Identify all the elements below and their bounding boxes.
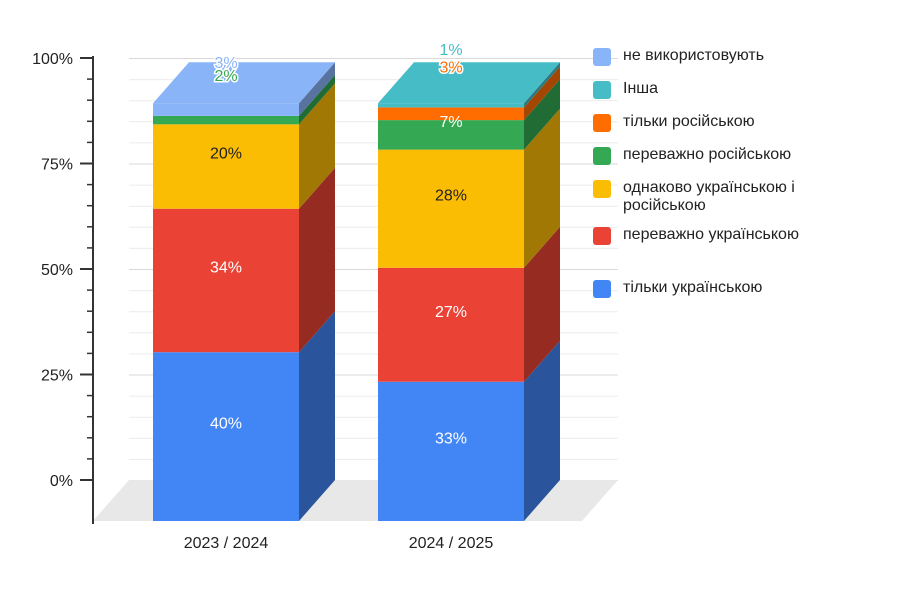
legend-item: Інша (593, 80, 658, 99)
bar-segment-side (299, 74, 335, 125)
legend-label: не використовують (623, 47, 765, 64)
data-label: 7% (439, 114, 462, 131)
legend-swatch (593, 48, 611, 66)
data-label: 34% (210, 259, 242, 276)
legend-item: переважно російською (593, 146, 791, 165)
legend-label: переважно російською (623, 146, 792, 163)
bar-stack (378, 62, 560, 521)
legend-label: однаково українською і російською (623, 179, 795, 214)
legend-swatch (593, 81, 611, 99)
bar-segment (153, 103, 299, 116)
data-label: 40% (210, 416, 242, 433)
legend-label: переважно українською (623, 226, 799, 243)
data-label: 20% (210, 146, 242, 163)
legend-label: Інша (623, 80, 659, 97)
y-tick-label: 0% (50, 473, 73, 490)
bar-segment-side (524, 79, 560, 150)
legend-swatch (593, 227, 611, 245)
bar-top (378, 62, 560, 104)
bar-segment-side (524, 108, 560, 268)
y-tick-label: 25% (41, 368, 73, 385)
bar-segment (153, 208, 299, 353)
bar-segment (153, 124, 299, 209)
bar-segment-side (299, 62, 335, 116)
bar-segment-side (299, 311, 335, 521)
bar-segment (153, 352, 299, 521)
bar-segment-side (524, 226, 560, 382)
data-label: 27% (435, 304, 467, 321)
y-tick-label: 100% (32, 51, 73, 68)
y-axis: 0% 25% 50% 75% 100% (32, 51, 94, 524)
bar-segment (378, 267, 524, 382)
bars (153, 62, 560, 521)
bar-segment-side (524, 66, 560, 121)
bar-stack (153, 62, 335, 521)
y-tick-label: 75% (41, 157, 73, 174)
data-label: 3% (439, 59, 462, 76)
data-label: 28% (435, 188, 467, 205)
legend-swatch (593, 114, 611, 132)
legend-item: не використовують (593, 47, 764, 66)
bar-segment (378, 381, 524, 521)
bar-segment (378, 107, 524, 121)
bar-segment-side (299, 167, 335, 353)
legend-item: переважно українською (593, 226, 799, 245)
bar-segment-side (524, 62, 560, 108)
data-label: 1% (439, 42, 462, 59)
legend-label: тільки російською (623, 113, 755, 130)
legend-swatch (593, 280, 611, 298)
legend-swatch (593, 180, 611, 198)
bar-segment (378, 149, 524, 268)
bar-segment-side (524, 340, 560, 521)
legend-item: тільки українською (593, 279, 762, 298)
bar-segment (153, 115, 299, 125)
data-label: 3% (214, 55, 237, 72)
legend-label: тільки українською (623, 279, 763, 296)
data-label: 33% (435, 430, 467, 447)
y-tick-label: 50% (41, 262, 73, 279)
legend-item: тільки російською (593, 113, 755, 132)
x-category-label: 2023 / 2024 (184, 535, 269, 552)
x-category-label: 2024 / 2025 (409, 535, 494, 552)
bar-segment (378, 120, 524, 150)
bar-segment-side (299, 83, 335, 209)
legend-swatch (593, 147, 611, 165)
bar-top (153, 62, 335, 104)
data-label: 2% (214, 68, 237, 85)
legend-item: однаково українською і російською (593, 179, 833, 215)
bar-segment (378, 103, 524, 108)
